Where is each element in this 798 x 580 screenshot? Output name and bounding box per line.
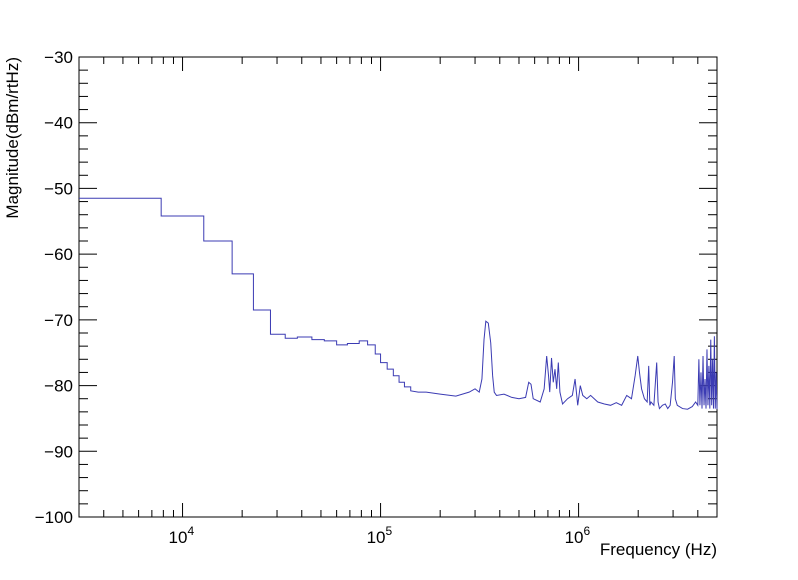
x-tick-label: 105 [367,524,393,547]
series-line [79,197,718,410]
y-tick-label: −30 [44,48,73,67]
tick-labels: −100 −90 −80 −70 −60 −50 −40 −30 104 105 106 [35,48,591,547]
y-tick-label: −70 [44,311,73,330]
x-tick-label: 106 [565,524,591,547]
plot-frame [78,56,718,518]
y-tick-label: −90 [44,442,73,461]
y-tick-label: −50 [44,179,73,198]
y-tick-label: −80 [44,377,73,396]
y-tick-label: −40 [44,114,73,133]
y-axis-title: Magnitude(dBm/rtHz) [3,57,22,219]
x-tick-label: 104 [169,524,195,547]
x-axis-title: Frequency (Hz) [600,540,717,559]
y-tick-label: −100 [35,508,73,527]
axis-ticks [78,56,718,518]
y-tick-label: −60 [44,245,73,264]
